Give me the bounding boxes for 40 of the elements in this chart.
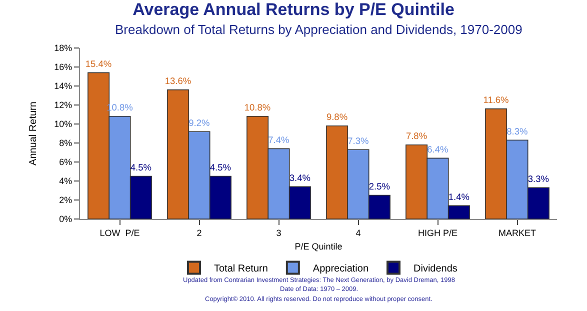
- y-tick-label: 8%: [59, 138, 72, 148]
- chart-title: Average Annual Returns by P/E Quintile: [132, 0, 454, 20]
- data-label: 9.2%: [188, 118, 210, 128]
- y-tick-label: 14%: [54, 81, 72, 92]
- y-tick-label: 10%: [54, 119, 72, 130]
- x-tick-label: MARKET: [498, 228, 536, 238]
- y-axis-title: Annual Return: [28, 102, 40, 166]
- data-label: 15.4%: [85, 58, 112, 69]
- y-tick-label: 12%: [54, 100, 72, 110]
- y-tick-label: 6%: [59, 157, 72, 168]
- data-label: 7.3%: [348, 136, 369, 146]
- data-label: 6.4%: [427, 144, 448, 154]
- x-tick-label: 3: [276, 228, 282, 238]
- legend-label: Appreciation: [312, 264, 369, 275]
- data-label: 3.4%: [289, 172, 310, 183]
- legend-label: Dividends: [414, 264, 458, 275]
- data-label: 10.8%: [244, 102, 271, 113]
- data-label: 1.4%: [448, 192, 470, 202]
- data-label: 8.3%: [506, 126, 528, 136]
- y-tick-label: 0%: [59, 214, 72, 224]
- x-tick-label: LOW P/E: [100, 228, 140, 238]
- y-tick-label: 2%: [59, 195, 72, 206]
- y-tick-label: 4%: [59, 176, 72, 186]
- data-label: 7.8%: [406, 131, 428, 142]
- data-label: 9.8%: [326, 112, 348, 122]
- legend-label: Total Return: [214, 264, 268, 275]
- data-label: 4.5%: [130, 162, 152, 172]
- x-tick-label: 4: [356, 228, 361, 238]
- data-label: 2.5%: [368, 181, 390, 192]
- x-axis-title: P/E Quintile: [294, 242, 342, 252]
- data-label: 11.6%: [483, 95, 509, 106]
- x-tick-label: HIGH P/E: [418, 228, 458, 238]
- x-tick-label: 2: [196, 228, 202, 238]
- y-tick-label: 16%: [54, 62, 72, 72]
- data-label: 7.4%: [268, 134, 290, 145]
- data-label: 3.3%: [528, 174, 549, 184]
- data-label: 4.5%: [210, 162, 231, 172]
- y-tick-label: 18%: [54, 43, 72, 54]
- chart-subtitle: Breakdown of Total Returns by Appreciation and Dividends, 1970-2009: [115, 22, 522, 37]
- data-label: 13.6%: [164, 76, 192, 86]
